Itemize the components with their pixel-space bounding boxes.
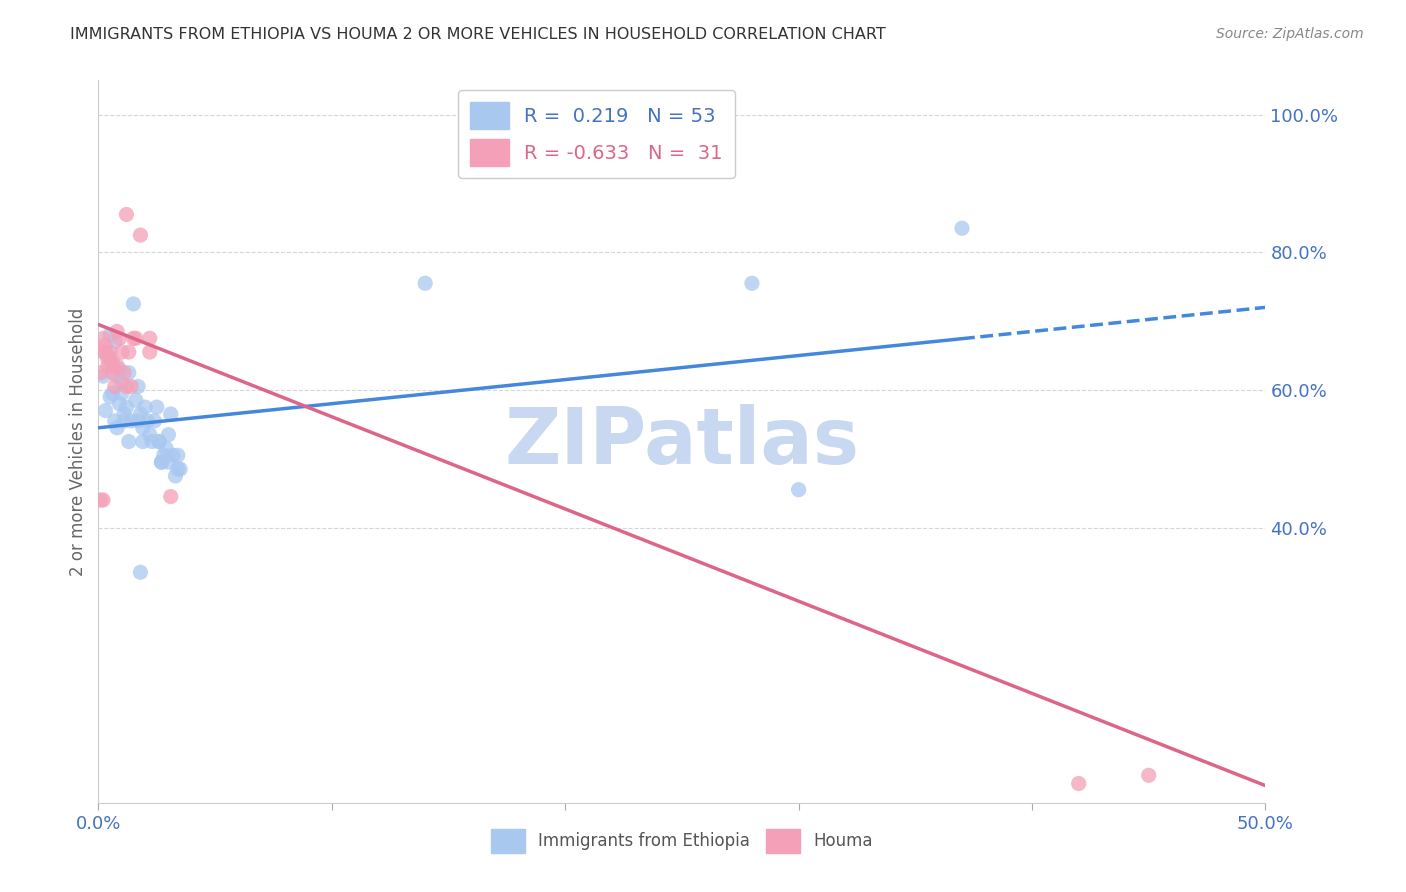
Point [105, 325, 128, 339]
Point [111, 345, 134, 359]
Point [115, 379, 138, 393]
Point [105, 359, 128, 373]
Point [136, 414, 159, 428]
Point [139, 331, 162, 345]
Point [157, 427, 180, 442]
Point [143, 414, 166, 428]
Point [166, 448, 188, 462]
Point [104, 379, 127, 393]
Point [146, 400, 169, 414]
Point [159, 490, 181, 504]
Point [112, 366, 135, 380]
Point [741, 277, 763, 291]
Point [122, 297, 145, 311]
Point [91, 331, 114, 345]
Point [139, 345, 162, 359]
Point [139, 427, 162, 442]
Point [159, 407, 181, 421]
Point [787, 483, 810, 497]
Point [94, 338, 117, 352]
Point [98, 351, 121, 366]
Point [150, 455, 173, 469]
Point [94, 403, 117, 417]
Point [152, 448, 174, 462]
Point [1137, 768, 1160, 782]
Legend: Immigrants from Ethiopia, Houma: Immigrants from Ethiopia, Houma [485, 822, 879, 860]
Point [108, 331, 131, 345]
Point [108, 362, 131, 376]
Point [155, 442, 177, 456]
Point [115, 400, 138, 414]
Point [162, 448, 184, 462]
Point [118, 345, 141, 359]
Y-axis label: 2 or more Vehicles in Household: 2 or more Vehicles in Household [69, 308, 87, 575]
Point [122, 331, 145, 345]
Point [129, 407, 152, 421]
Point [104, 334, 127, 349]
Point [127, 379, 149, 393]
Point [118, 366, 141, 380]
Point [98, 390, 121, 404]
Point [132, 434, 155, 449]
Point [150, 455, 173, 469]
Point [132, 421, 155, 435]
Point [101, 355, 124, 369]
Point [165, 469, 187, 483]
Point [101, 359, 124, 373]
Point [91, 369, 114, 384]
Point [166, 462, 188, 476]
Point [97, 351, 120, 366]
Point [125, 331, 148, 345]
Point [104, 414, 127, 428]
Point [90, 493, 112, 508]
Point [111, 376, 134, 390]
Point [115, 207, 138, 221]
Point [97, 359, 120, 373]
Point [97, 349, 120, 363]
Point [118, 434, 141, 449]
Point [94, 345, 117, 359]
Point [950, 221, 973, 235]
Point [112, 414, 135, 428]
Text: IMMIGRANTS FROM ETHIOPIA VS HOUMA 2 OR MORE VEHICLES IN HOUSEHOLD CORRELATION CH: IMMIGRANTS FROM ETHIOPIA VS HOUMA 2 OR M… [70, 27, 886, 42]
Point [98, 327, 121, 342]
Point [90, 366, 112, 380]
Text: Source: ZipAtlas.com: Source: ZipAtlas.com [1216, 27, 1364, 41]
Point [169, 462, 191, 476]
Text: ZIPatlas: ZIPatlas [505, 403, 859, 480]
Point [127, 414, 149, 428]
Point [148, 434, 170, 449]
Point [157, 455, 180, 469]
Point [413, 277, 436, 291]
Point [134, 400, 156, 414]
Point [91, 493, 114, 508]
Point [1067, 776, 1090, 790]
Point [148, 434, 170, 449]
Point [120, 414, 142, 428]
Point [108, 397, 131, 411]
Point [120, 379, 142, 393]
Point [101, 386, 124, 401]
Point [125, 393, 148, 408]
Point [129, 228, 152, 243]
Point [111, 386, 134, 401]
Point [101, 366, 124, 380]
Point [112, 407, 135, 421]
Point [141, 434, 163, 449]
Point [105, 421, 128, 435]
Point [105, 369, 128, 384]
Point [91, 345, 114, 359]
Point [129, 566, 152, 580]
Point [98, 345, 121, 359]
